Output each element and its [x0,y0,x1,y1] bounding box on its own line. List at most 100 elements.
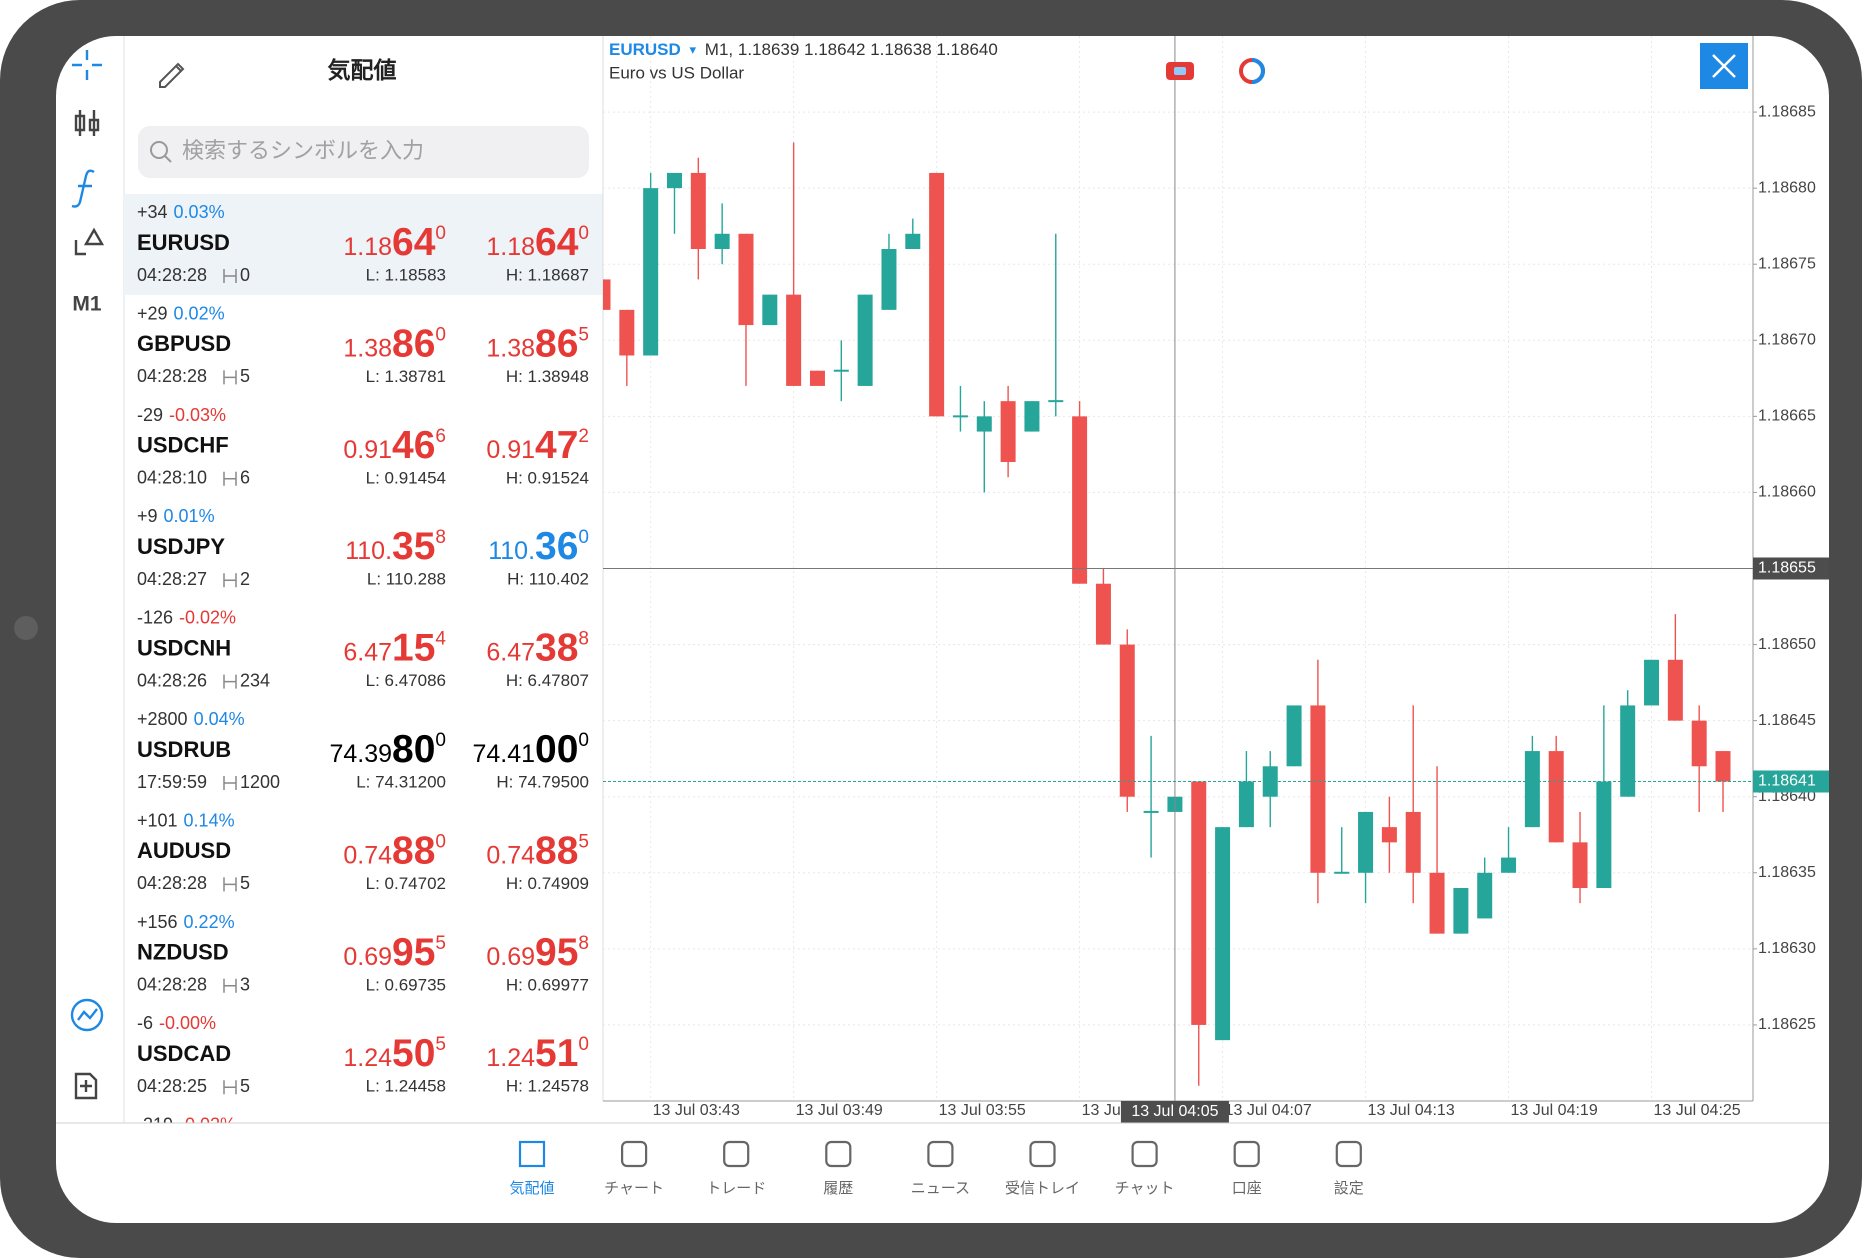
tab[interactable]: 口座 [1232,1140,1262,1197]
change-percent: 0.02% [174,303,225,323]
new-order-tool[interactable] [74,1072,98,1100]
trade-tool[interactable] [70,998,104,1032]
spread-icon [223,674,237,689]
candle-body [1358,811,1374,873]
one-click-icon-inner [1174,67,1186,75]
bid-price: 0.69955 [343,931,446,974]
symbol: EURUSD [137,230,230,255]
ask-price: 1.18640 [486,221,589,264]
low: L: 0.74702 [366,874,446,893]
search-box[interactable] [138,126,589,178]
change-percent: 0.01% [164,506,215,526]
high: H: 1.24578 [506,1077,589,1096]
candle-body [1143,810,1159,813]
tab[interactable]: 設定 [1334,1140,1364,1197]
candle-body [603,279,611,310]
symbol: NZDUSD [137,940,229,965]
change-percent: -0.00% [159,1013,216,1033]
candle-body [1215,827,1231,1041]
selected-row [124,194,603,295]
change-percent: 0.14% [184,810,235,830]
y-tick-label: 1.18665 [1758,408,1816,425]
quote-row[interactable]: -219 -0.02% [137,1114,236,1134]
candle-body [1453,888,1469,934]
candle-body [1501,857,1517,873]
symbol: USDCHF [137,433,229,458]
chart-symbol[interactable]: EURUSD [609,40,681,59]
candle-body [1000,401,1016,462]
low: L: 110.288 [367,570,446,589]
bid-pips: 88 [392,829,435,872]
high: H: 1.38948 [506,367,589,386]
crosshair-time-label: 13 Jul 04:05 [1131,1103,1218,1120]
tab[interactable]: チャート [604,1140,664,1197]
change: +101 0.14% [137,810,235,830]
tab[interactable]: ニュース [911,1140,970,1197]
tab-bar: 気配値 チャート トレード 履歴 ニュース 受信トレイ チャット 口座 設定 [509,1140,1364,1197]
crosshair-tool[interactable] [72,50,102,80]
ask-pips: 88 [535,829,578,872]
search-placeholder: 検索するシンボルを入力 [182,138,424,163]
close-icon [1712,54,1736,78]
change-points: -126 [137,607,173,627]
ask-fraction: 5 [578,324,589,345]
change-points: -219 [137,1114,173,1134]
ask-price: 110.360 [488,525,589,568]
y-tick-label: 1.18630 [1758,940,1816,957]
candle-body [857,294,873,386]
tab[interactable]: 履歴 [823,1140,853,1197]
high: H: 0.69977 [506,975,589,994]
bid-price: 110.358 [345,525,446,568]
time: 04:28:28 [137,873,207,893]
tab[interactable]: 気配値 [509,1140,555,1197]
bid-fraction: 0 [435,730,446,751]
objects-tool[interactable] [74,227,105,256]
tab-label: 気配値 [509,1180,554,1197]
change-percent: -0.02% [179,1114,236,1134]
change-points: +9 [137,506,158,526]
spread-icon [223,978,237,993]
candle-body [714,233,730,249]
tab-icon [1233,1140,1260,1168]
y-tick-label: 1.18650 [1758,636,1816,653]
change: -29 -0.03% [137,405,226,425]
change-percent: -0.03% [169,405,226,425]
edit-icon[interactable] [159,62,185,88]
candle-body [1310,705,1326,873]
timeframe-button[interactable]: M1 [72,293,101,316]
tab[interactable]: トレード [706,1140,766,1197]
low: L: 1.38781 [366,367,446,386]
change-percent: 0.22% [184,912,235,932]
spread-icon [223,776,237,790]
y-tick-label: 1.18660 [1758,484,1816,501]
candle-body [619,309,635,356]
change: -6 -0.00% [137,1013,216,1033]
bid-pips: 95 [392,931,435,974]
tab[interactable]: チャット [1115,1140,1175,1197]
ask-price: 0.91472 [486,424,589,467]
x-tick-label: 13 Jul 04:19 [1511,1102,1598,1119]
indicators-tool[interactable] [71,169,95,208]
high: H: 6.47807 [506,671,589,690]
bid-prefix: 0.74 [343,841,392,869]
chart-header: EURUSD ▾ M1, 1.18639 1.18642 1.18638 1.1… [609,40,998,59]
tab-label: 履歴 [823,1180,853,1197]
low: L: 0.69735 [366,975,446,994]
change-points: +156 [137,912,178,932]
symbol-dropdown[interactable]: ▾ [690,42,697,57]
ask-pips: 38 [535,627,578,670]
tab[interactable]: 受信トレイ [1005,1140,1080,1197]
chart-type-tool[interactable] [74,110,100,136]
symbol: USDCNH [137,635,231,660]
change: +29 0.02% [137,303,225,323]
